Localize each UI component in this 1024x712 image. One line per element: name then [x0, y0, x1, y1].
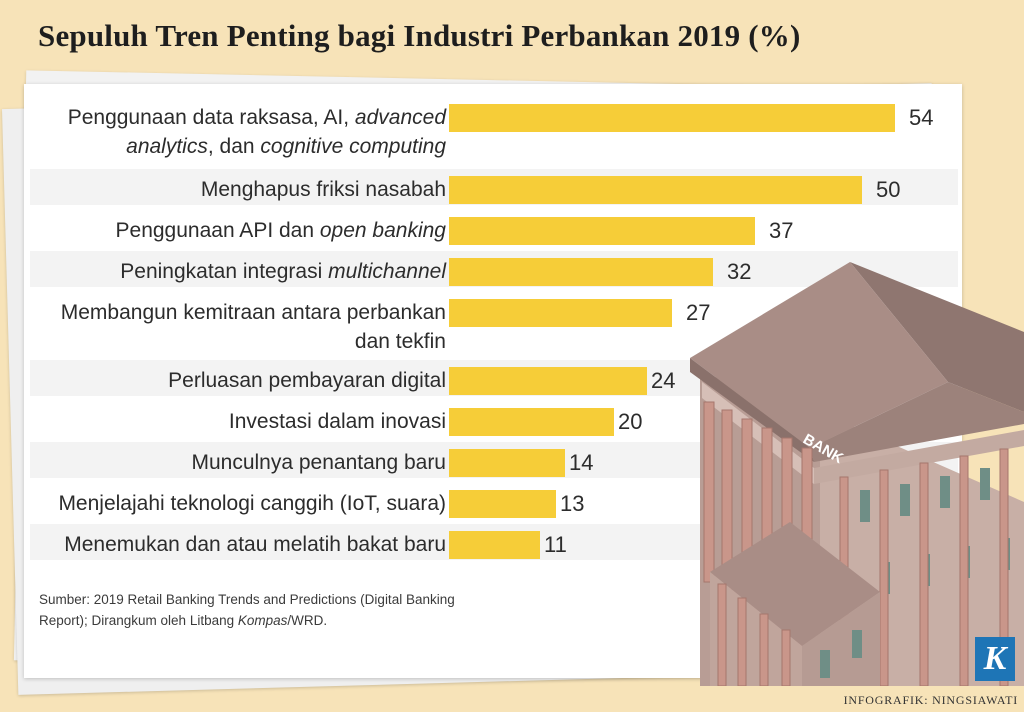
- category-label-segment: analytics: [126, 135, 208, 158]
- category-label-line: Perluasan pembayaran digital: [168, 366, 446, 395]
- category-label: Membangun kemitraan antara perbankan dan …: [61, 298, 446, 356]
- source-line: Sumber: 2019 Retail Banking Trends and P…: [39, 589, 559, 610]
- category-label-segment: Menemukan dan atau melatih bakat baru: [64, 533, 446, 556]
- category-label-segment: Menghapus friksi nasabah: [200, 178, 446, 201]
- source-segment: /WRD.: [287, 613, 328, 628]
- category-label: Menghapus friksi nasabah: [201, 175, 446, 204]
- category-label-line: Peningkatan integrasi multichannel: [120, 257, 446, 286]
- bar-value-label: 24: [651, 368, 676, 393]
- category-label-line: analytics, dan cognitive computing: [68, 132, 446, 161]
- category-label-segment: Penggunaan data raksasa, AI,: [67, 106, 355, 129]
- category-label: Penggunaan API dan open banking: [116, 216, 446, 245]
- category-label: Penggunaan data raksasa, AI, advanced ana…: [68, 103, 446, 161]
- category-label: Menemukan dan atau melatih bakat baru: [64, 530, 446, 559]
- bar: [449, 299, 672, 327]
- category-label: Investasi dalam inovasi: [229, 407, 446, 436]
- bar-value-label: 32: [727, 259, 752, 284]
- source-segment: Kompas: [237, 613, 288, 628]
- bar: [449, 531, 540, 559]
- bar: [449, 258, 713, 286]
- category-label-segment: Munculnya penantang baru: [191, 451, 446, 474]
- bar: [449, 176, 862, 204]
- bar: [449, 217, 755, 245]
- infographic-credit: INFOGRAFIK: NINGSIAWATI: [843, 693, 1018, 707]
- category-label-line: Penggunaan data raksasa, AI, advanced: [68, 103, 446, 132]
- category-label: Menjelajahi teknologi canggih (IoT, suar…: [58, 489, 446, 518]
- category-label-line: Investasi dalam inovasi: [229, 407, 446, 436]
- category-label-segment: Menjelajahi teknologi canggih (IoT, suar…: [58, 492, 446, 515]
- bar-value-label: 14: [569, 450, 594, 475]
- category-label-segment: Membangun kemitraan antara perbankan: [60, 301, 446, 324]
- category-label-segment: advanced: [354, 106, 446, 129]
- category-label-segment: open banking: [319, 219, 446, 242]
- bar-value-label: 13: [560, 491, 585, 516]
- category-label-line: Membangun kemitraan antara perbankan: [61, 298, 446, 327]
- category-label-segment: Penggunaan API dan: [115, 219, 320, 242]
- category-label-line: Munculnya penantang baru: [191, 448, 446, 477]
- category-label-line: Menemukan dan atau melatih bakat baru: [64, 530, 446, 559]
- category-label-segment: , dan: [207, 135, 261, 158]
- category-label-segment: cognitive computing: [260, 135, 446, 158]
- bar-value-label: 50: [876, 177, 901, 202]
- kompas-logo: K: [975, 637, 1015, 681]
- category-label: Munculnya penantang baru: [191, 448, 446, 477]
- category-label-line: Menghapus friksi nasabah: [201, 175, 446, 204]
- bar-value-label: 27: [686, 300, 711, 325]
- bank-building-illustration: BANK: [690, 262, 1024, 686]
- category-label-segment: multichannel: [328, 260, 446, 283]
- source-segment: Report); Dirangkum oleh Litbang: [39, 613, 238, 628]
- source-segment: Sumber: 2019 Retail Banking Trends and P…: [39, 592, 455, 607]
- category-label-segment: Investasi dalam inovasi: [228, 410, 446, 433]
- bar: [449, 408, 614, 436]
- category-label-line: dan tekfin: [61, 327, 446, 356]
- category-label-line: Menjelajahi teknologi canggih (IoT, suar…: [58, 489, 446, 518]
- bar: [449, 449, 565, 477]
- bar-value-label: 20: [618, 409, 643, 434]
- bar: [449, 367, 647, 395]
- category-label-segment: Peningkatan integrasi: [120, 260, 329, 283]
- bar-value-label: 11: [544, 532, 567, 557]
- bar: [449, 104, 895, 132]
- chart-title: Sepuluh Tren Penting bagi Industri Perba…: [38, 18, 801, 53]
- category-label-line: Penggunaan API dan open banking: [116, 216, 446, 245]
- category-label: Perluasan pembayaran digital: [168, 366, 446, 395]
- bar: [449, 490, 556, 518]
- bar-value-label: 54: [909, 105, 934, 130]
- category-label-segment: dan tekfin: [354, 330, 446, 353]
- category-label: Peningkatan integrasi multichannel: [120, 257, 446, 286]
- bar-value-label: 37: [769, 218, 794, 243]
- category-label-segment: Perluasan pembayaran digital: [168, 369, 446, 392]
- source-line: Report); Dirangkum oleh Litbang Kompas/W…: [39, 610, 559, 631]
- source-note: Sumber: 2019 Retail Banking Trends and P…: [39, 589, 559, 631]
